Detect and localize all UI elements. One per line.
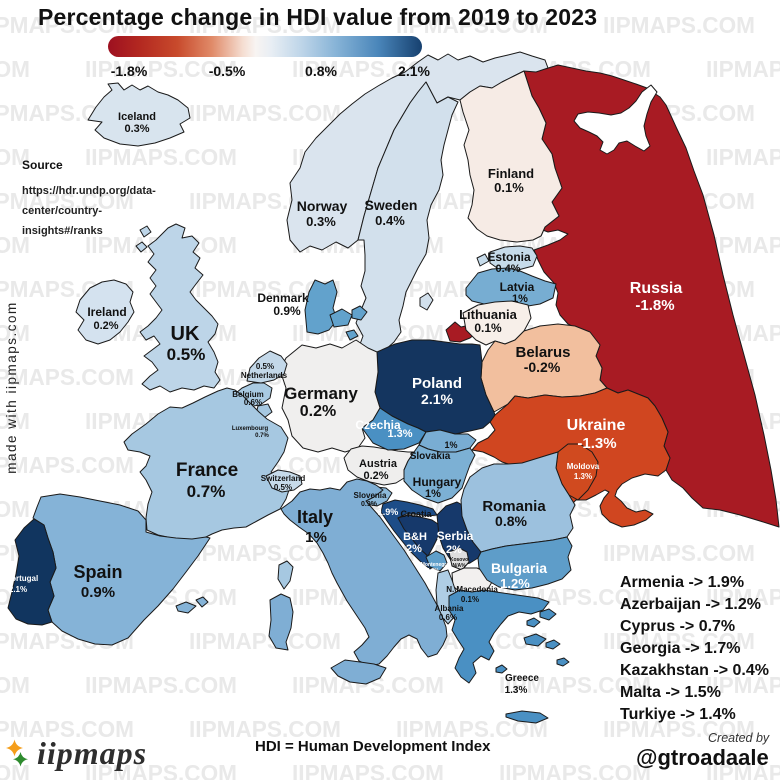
svg-text:2.1%: 2.1%: [421, 391, 453, 407]
svg-text:0.2%: 0.2%: [300, 403, 336, 420]
svg-text:Iceland: Iceland: [118, 111, 156, 123]
svg-text:1.2%: 1.2%: [427, 568, 439, 574]
svg-text:Latvia: Latvia: [500, 280, 535, 294]
svg-text:Serbia: Serbia: [437, 529, 474, 543]
svg-text:Sweden: Sweden: [365, 197, 418, 213]
svg-text:0.2%: 0.2%: [93, 320, 118, 332]
svg-text:Russia: Russia: [630, 280, 683, 297]
svg-text:0.9%: 0.9%: [81, 584, 115, 601]
svg-text:1%: 1%: [444, 440, 457, 450]
svg-text:Estonia: Estonia: [487, 250, 531, 264]
svg-text:1.3%: 1.3%: [387, 428, 412, 440]
svg-text:Spain: Spain: [73, 562, 122, 582]
svg-text:Switzerland: Switzerland: [261, 474, 306, 483]
svg-text:0.1%: 0.1%: [474, 321, 502, 335]
svg-text:0.6%: 0.6%: [244, 398, 262, 407]
svg-text:2%: 2%: [406, 543, 422, 555]
svg-text:Kosovo: Kosovo: [450, 557, 468, 563]
svg-text:0.4%: 0.4%: [375, 213, 405, 228]
svg-text:0.4%: 0.4%: [495, 263, 520, 275]
svg-text:Belgium: Belgium: [232, 390, 264, 399]
svg-text:Albania: Albania: [435, 604, 464, 613]
svg-text:0.3%: 0.3%: [306, 214, 336, 229]
svg-text:Czechia: Czechia: [355, 418, 401, 432]
svg-text:0.7%: 0.7%: [187, 482, 226, 501]
svg-text:-1.3%: -1.3%: [577, 435, 616, 452]
svg-text:Poland: Poland: [412, 375, 462, 392]
svg-text:1.3%: 1.3%: [574, 472, 592, 481]
svg-text:Slovakia: Slovakia: [410, 451, 451, 462]
svg-text:-0.2%: -0.2%: [524, 359, 561, 375]
svg-text:Italy: Italy: [297, 507, 333, 527]
svg-text:0.5%: 0.5%: [256, 362, 274, 371]
svg-text:1.3%: 1.3%: [505, 685, 528, 696]
svg-text:0.3%: 0.3%: [124, 123, 149, 135]
svg-text:Hungary: Hungary: [413, 475, 462, 489]
svg-text:Slovenia: Slovenia: [354, 491, 387, 500]
svg-text:-1.8%: -1.8%: [635, 297, 674, 314]
svg-text:Finland: Finland: [488, 166, 534, 181]
svg-text:Romania: Romania: [482, 498, 546, 515]
svg-text:Bulgaria: Bulgaria: [491, 560, 547, 576]
svg-text:2.1%: 2.1%: [9, 585, 27, 594]
svg-text:0.1%: 0.1%: [494, 180, 524, 195]
svg-text:0.2%: 0.2%: [363, 470, 388, 482]
svg-text:2%: 2%: [446, 544, 462, 556]
svg-text:Ukraine: Ukraine: [567, 417, 626, 434]
svg-text:0.5%: 0.5%: [274, 483, 292, 492]
svg-text:0.8%: 0.8%: [495, 513, 527, 529]
svg-text:Lithuania: Lithuania: [459, 307, 518, 322]
svg-text:1%: 1%: [305, 529, 327, 546]
svg-text:B&H: B&H: [403, 531, 427, 543]
svg-text:Belarus: Belarus: [515, 344, 570, 361]
svg-text:0.9%: 0.9%: [273, 304, 301, 318]
svg-text:1.9%: 1.9%: [378, 507, 399, 517]
svg-text:0.7%: 0.7%: [255, 433, 269, 439]
svg-text:0.6%: 0.6%: [439, 613, 457, 622]
svg-text:Austria: Austria: [359, 458, 398, 470]
svg-text:Germany: Germany: [284, 384, 358, 403]
svg-text:1%: 1%: [512, 293, 528, 305]
svg-text:1%: 1%: [425, 488, 441, 500]
svg-text:Portugal: Portugal: [6, 574, 38, 583]
svg-text:0.1%: 0.1%: [461, 595, 479, 604]
svg-text:UK: UK: [171, 323, 200, 345]
svg-text:N/A%: N/A%: [452, 563, 466, 569]
svg-text:Montenegro: Montenegro: [421, 562, 450, 568]
svg-text:Norway: Norway: [297, 198, 348, 214]
svg-text:0.5%: 0.5%: [167, 345, 206, 364]
svg-text:France: France: [176, 460, 238, 481]
svg-text:Netherlands: Netherlands: [241, 371, 288, 380]
svg-text:Moldova: Moldova: [567, 462, 600, 471]
svg-text:Ireland: Ireland: [87, 305, 126, 319]
svg-text:N. Macedonia: N. Macedonia: [446, 585, 498, 594]
svg-text:Greece: Greece: [505, 673, 539, 684]
svg-text:Croatia: Croatia: [400, 509, 432, 519]
svg-text:1.2%: 1.2%: [500, 576, 530, 591]
svg-text:0.9%: 0.9%: [361, 501, 378, 508]
svg-text:Luxembourg: Luxembourg: [232, 426, 269, 432]
svg-text:Denmark: Denmark: [257, 291, 309, 305]
